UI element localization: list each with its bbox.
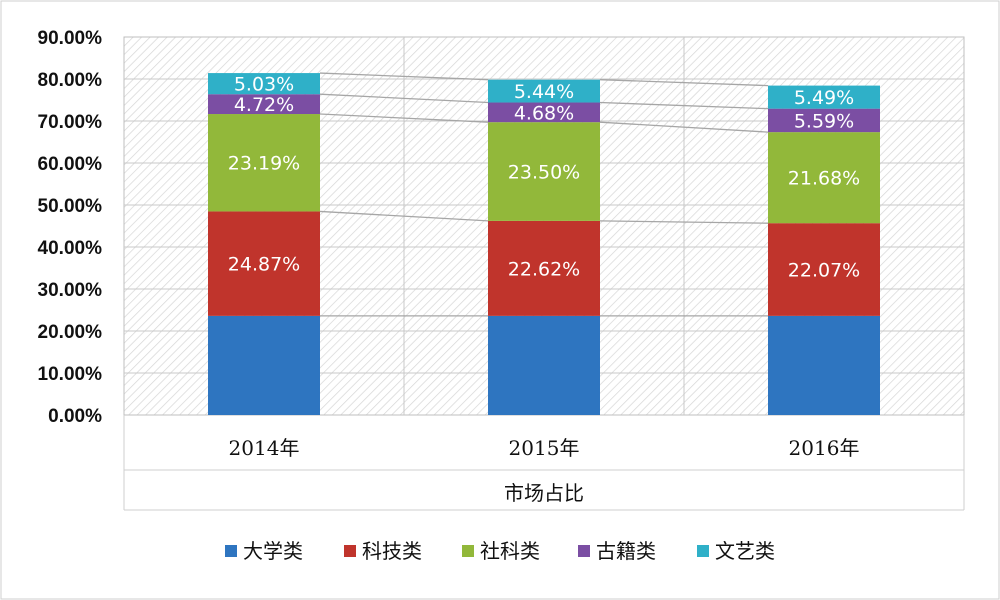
bar-segment [208, 315, 320, 415]
x-tick-label: 2014年 [229, 436, 300, 460]
bar-segment [488, 315, 600, 415]
legend-swatch [462, 545, 474, 557]
data-label: 23.19% [228, 153, 300, 175]
y-tick-label: 90.00% [38, 28, 103, 49]
y-tick-label: 20.00% [38, 322, 103, 343]
y-tick-label: 10.00% [38, 364, 103, 385]
bar-segment [208, 211, 320, 316]
series-connector [599, 101, 769, 110]
data-label: 5.44% [514, 81, 574, 103]
data-label: 23.50% [508, 162, 580, 184]
legend-label: 社科类 [480, 539, 540, 563]
data-label: 22.07% [788, 260, 860, 282]
y-tick-label: 80.00% [38, 70, 103, 91]
bar-segment [208, 73, 320, 95]
series-connector [319, 113, 489, 123]
series-connector [319, 210, 489, 222]
series-connector [319, 93, 489, 104]
series-connector [599, 220, 769, 224]
y-axis-ticks: 0.00% 10.00% 20.00% 30.00% 40.00% 50.00% 60.00… [38, 28, 103, 427]
legend-label: 古籍类 [596, 539, 656, 563]
bar-segment [488, 122, 600, 221]
data-label: 4.68% [514, 102, 574, 124]
data-label: 22.62% [508, 258, 580, 280]
data-label: 4.72% [234, 94, 294, 116]
legend-swatch [578, 545, 590, 557]
bar-segment [768, 132, 880, 224]
data-label: 5.59% [794, 110, 854, 132]
y-tick-label: 60.00% [38, 154, 103, 175]
bars [208, 73, 880, 415]
x-axis-title: 市场占比 [504, 481, 584, 505]
legend-label: 文艺类 [715, 539, 775, 563]
bar-segment [488, 79, 600, 103]
legend-swatch [225, 545, 237, 557]
y-tick-label: 0.00% [48, 406, 102, 427]
legend: 大学类 科技类 社科类 古籍类 文艺类 [225, 539, 775, 563]
x-axis: 市场占比 2014年 2015年 2016年 [123, 415, 965, 511]
series-connector [599, 121, 769, 133]
data-labels: 24.87%23.19%4.72%5.03%22.62%23.50%4.68%5… [228, 74, 860, 282]
legend-label: 科技类 [362, 539, 422, 563]
bar-segment [768, 108, 880, 133]
series-connector [319, 72, 489, 81]
y-tick-label: 50.00% [38, 196, 103, 217]
legend-swatch [697, 545, 709, 557]
bar-segment [208, 94, 320, 115]
bar-segment [208, 114, 320, 212]
legend-swatch [344, 545, 356, 557]
bar-segment [768, 223, 880, 316]
y-tick-label: 70.00% [38, 112, 103, 133]
data-label: 24.87% [228, 254, 300, 276]
series-connector-lines [319, 72, 769, 317]
bar-segment [488, 102, 600, 123]
bar-segment [768, 315, 880, 415]
bar-segment [488, 220, 600, 316]
series-connector [599, 79, 769, 87]
x-tick-label: 2015年 [509, 436, 580, 460]
data-label: 21.68% [788, 168, 860, 190]
y-tick-label: 40.00% [38, 238, 103, 259]
legend-label: 大学类 [243, 539, 303, 563]
y-tick-label: 30.00% [38, 280, 103, 301]
data-label: 5.03% [234, 74, 294, 96]
data-label: 5.49% [794, 87, 854, 109]
bar-segment [768, 85, 880, 109]
x-tick-label: 2016年 [789, 436, 860, 460]
